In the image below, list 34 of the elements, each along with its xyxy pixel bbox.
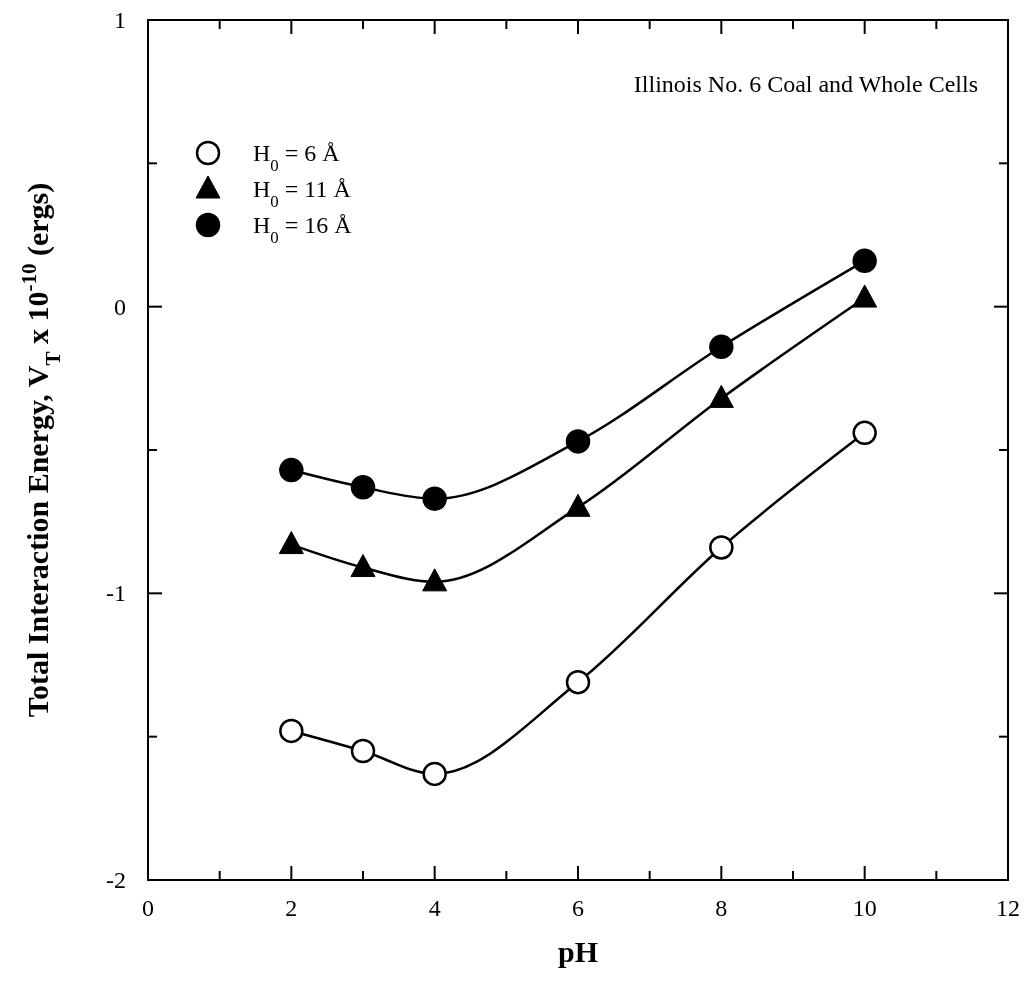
point <box>565 429 591 454</box>
point <box>708 384 734 408</box>
legend-label: H$_{0}$ = 11 Å <box>253 176 352 211</box>
y-tick-label: 1 <box>114 7 126 33</box>
legend-label: H$_{0}$ = 16 Å <box>253 212 353 247</box>
point <box>350 475 376 500</box>
point <box>852 420 877 446</box>
x-tick-label: 10 <box>852 895 877 921</box>
point <box>350 738 376 764</box>
point <box>852 284 878 308</box>
y-tick-label: -2 <box>106 867 126 893</box>
point <box>422 568 448 592</box>
annotation: Illinois No. 6 Coal and Whole Cells <box>633 71 978 97</box>
x-tick-label: 2 <box>285 895 298 921</box>
x-tick-label: 4 <box>428 895 441 921</box>
y-tick-label: -1 <box>106 580 126 607</box>
point <box>278 531 304 555</box>
point <box>709 334 734 360</box>
x-tick-label: 12 <box>996 895 1020 921</box>
point <box>279 457 304 483</box>
x-tick-label: 0 <box>142 895 154 921</box>
point <box>422 486 447 511</box>
point <box>422 761 447 787</box>
y-tick-label: 0 <box>114 293 126 320</box>
x-tick-label: 8 <box>715 895 728 921</box>
point <box>565 493 591 517</box>
point <box>350 554 376 578</box>
x-axis-title: pH <box>557 935 599 968</box>
point <box>852 248 877 274</box>
point <box>709 535 734 560</box>
legend-label: H$_{0}$ = 6 Å <box>253 140 341 175</box>
point <box>279 718 304 744</box>
point <box>565 669 591 695</box>
x-tick-label: 6 <box>572 895 584 921</box>
